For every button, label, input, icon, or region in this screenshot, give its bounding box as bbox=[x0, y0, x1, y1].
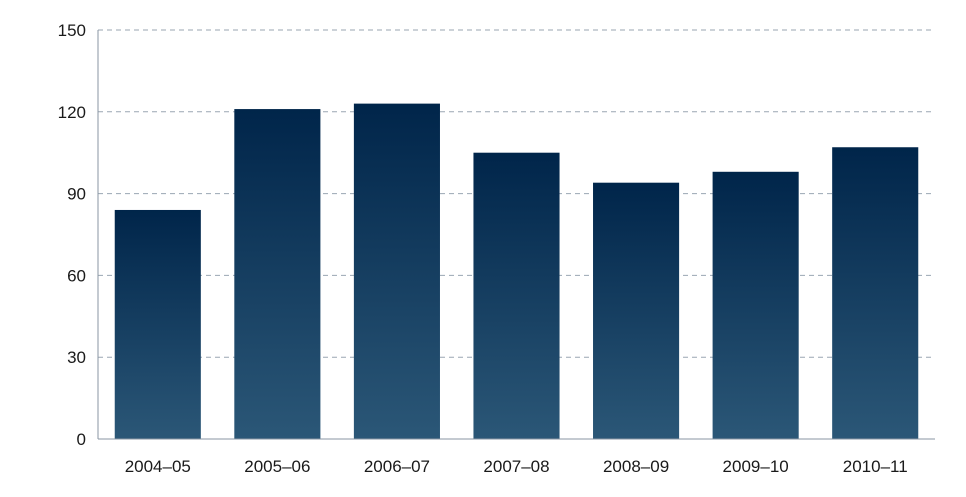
axes bbox=[97, 30, 935, 440]
x-tick-label: 2004–05 bbox=[125, 457, 191, 476]
y-tick-label: 90 bbox=[67, 185, 86, 204]
tick-labels: 0 30 60 90 120 150 2004–05 2005–06 2006–07 2007–0… bbox=[58, 21, 908, 476]
x-tick-label: 2008–09 bbox=[603, 457, 669, 476]
bar-2008–09 bbox=[593, 182, 680, 439]
x-tick-label: 2007–08 bbox=[483, 457, 549, 476]
y-tick-label: 60 bbox=[67, 266, 86, 285]
bar-2010–11 bbox=[832, 147, 919, 439]
y-tick-label: 0 bbox=[77, 430, 86, 449]
x-tick-label: 2010–11 bbox=[843, 457, 908, 476]
y-tick-label: 150 bbox=[58, 21, 86, 40]
bar-2004–05 bbox=[114, 209, 201, 439]
bar-2006–07 bbox=[353, 103, 440, 440]
y-tick-label: 30 bbox=[67, 348, 86, 367]
x-tick-label: 2005–06 bbox=[244, 457, 310, 476]
bar-2005–06 bbox=[234, 109, 321, 439]
bars bbox=[114, 103, 919, 440]
x-tick-label: 2006–07 bbox=[364, 457, 430, 476]
bar-2009–10 bbox=[712, 171, 799, 439]
bar-2007–08 bbox=[473, 152, 560, 439]
y-tick-label: 120 bbox=[58, 103, 86, 122]
x-tick-label: 2009–10 bbox=[723, 457, 789, 476]
